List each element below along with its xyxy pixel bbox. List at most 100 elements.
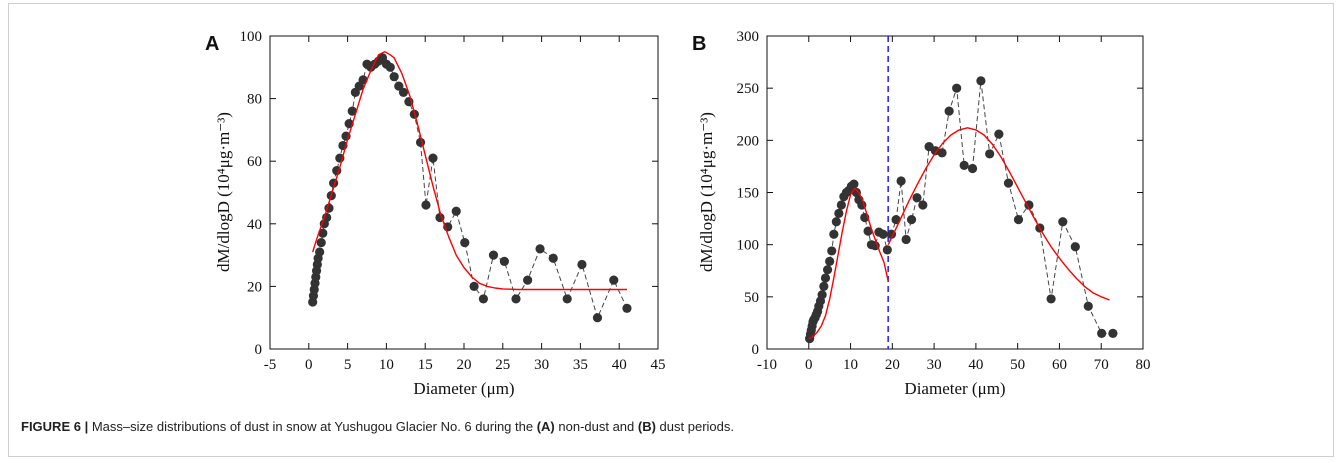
panel-b-x-tick-label: 10	[843, 357, 858, 373]
panel-a-y-tick-label: 20	[247, 279, 262, 295]
panel-b-x-tick-label: -10	[757, 357, 777, 373]
panel-b-data-point	[985, 149, 995, 159]
panel-a-x-tick-label: -5	[264, 357, 277, 373]
figure-caption: FIGURE 6 | Mass–size distributions of du…	[21, 419, 734, 434]
panel-b-data-point	[827, 246, 837, 256]
panel-a-series	[308, 51, 632, 323]
panel-a-y-tick-label: 0	[255, 342, 263, 358]
panel-b-x-tick-label: 50	[1010, 357, 1025, 373]
panel-a-data-point	[315, 247, 325, 257]
panel-a-data-point	[499, 256, 509, 266]
caption-label: FIGURE 6 |	[21, 419, 89, 434]
panel-a-data-point	[535, 244, 545, 254]
panel-a-data-point	[394, 81, 404, 91]
panel-b-data-point	[1070, 242, 1080, 252]
panel-b-observed-line	[809, 80, 1113, 339]
panel-b-x-tick-label: 60	[1052, 357, 1067, 373]
panel-b-y-axis: 0 50 100 150 200 250 300	[737, 29, 1143, 358]
panel-a-y-tick-label: 80	[247, 92, 262, 108]
panel-a-x-tick-label: 0	[305, 357, 313, 373]
panel-b-data-point	[822, 265, 833, 275]
panel-b-data-point	[896, 176, 906, 186]
panel-a-x-tick-label: 30	[534, 357, 549, 373]
panel-a-data-point	[523, 275, 533, 285]
panel-b: B -10 0 10 20 30 40 50 60 70 80 05010015020025030…	[692, 29, 1151, 398]
panel-a-data-point	[622, 303, 632, 313]
panel-b-data-point	[849, 179, 859, 189]
panel-a-data-point	[316, 237, 326, 248]
panel-b-y-tick-label: 200	[737, 133, 760, 149]
panel-b-data-point	[994, 129, 1004, 139]
panel-b-y-label: dM/dlogD (10⁴μg·m⁻³)	[697, 112, 716, 272]
panel-a-data-point	[609, 275, 619, 285]
panel-a-y-label: dM/dlogD (10⁴μg·m⁻³)	[214, 112, 233, 272]
panel-b-data-point	[836, 200, 846, 210]
panel-b-fit-curve	[887, 127, 1110, 301]
panel-b-data-point	[820, 273, 831, 283]
panel-b-data-point	[829, 229, 839, 239]
panel-b-y-tick-label: 250	[737, 81, 760, 97]
panel-a-data-point	[562, 294, 572, 304]
caption-text-1: Mass–size distributions of dust in snow …	[88, 419, 537, 434]
panel-a-observed-line	[312, 57, 628, 320]
panel-b-data-point	[1058, 217, 1068, 227]
panel-b-x-label: Diameter (μm)	[904, 379, 1005, 398]
panel-b-x-axis: -10 0 10 20 30 40 50 60 70 80	[757, 36, 1151, 373]
panel-b-data-point	[967, 163, 978, 174]
panel-a-x-tick-label: 20	[457, 357, 472, 373]
caption-a-label: (A)	[536, 419, 555, 434]
panel-a-x-tick-label: 10	[379, 357, 394, 373]
panel-b-data-point	[1083, 301, 1093, 311]
panel-a-data-point	[592, 313, 603, 323]
panel-b-data-point	[1046, 294, 1056, 304]
panel-a-data-point	[318, 228, 328, 238]
panel-b-data-point	[912, 193, 922, 203]
panel-b-label: B	[692, 33, 706, 55]
panel-a-data-point	[577, 259, 587, 270]
panel-b-x-tick-label: 30	[927, 357, 942, 373]
panel-a-data-point	[488, 250, 499, 260]
panel-a-data-point	[428, 153, 438, 163]
panel-b-data-point	[906, 215, 917, 225]
panel-a-data-point	[421, 200, 431, 210]
panel-b-fit-curve	[808, 187, 889, 340]
panel-b-data-point	[1097, 328, 1107, 338]
panel-b-data-point	[918, 200, 928, 210]
panel-b-data-point	[959, 160, 969, 170]
panel-a-x-tick-label: 35	[573, 357, 588, 373]
caption-text-3: dust periods.	[655, 419, 734, 434]
panel-a-data-point	[548, 253, 558, 263]
panel-b-data-point	[1108, 328, 1118, 338]
panel-b-x-tick-label: 80	[1136, 357, 1151, 373]
panel-b-y-tick-label: 150	[737, 186, 760, 202]
panel-b-x-tick-label: 70	[1094, 357, 1109, 373]
panel-a-y-tick-label: 60	[247, 154, 262, 170]
panel-a-data-point	[389, 72, 399, 82]
panel-a-data-point	[415, 137, 426, 148]
panel-b-series	[805, 36, 1118, 349]
panel-b-data-point	[817, 290, 827, 300]
panel-b-y-tick-label: 100	[737, 238, 760, 254]
panel-a-y-tick-label: 100	[240, 29, 263, 45]
panel-b-x-tick-label: 0	[805, 357, 813, 373]
panel-b-data-point	[976, 76, 986, 86]
panel-a-x-tick-label: 25	[495, 357, 510, 373]
panel-a-x-axis: -5 0 5 10 15 20 25 30 35 40 45	[264, 36, 666, 373]
panel-b-data-point	[825, 256, 835, 266]
panel-b-data-point	[831, 217, 841, 227]
panel-b-data-point	[819, 281, 829, 291]
panel-b-data-point	[1003, 178, 1014, 188]
panel-b-y-tick-label: 0	[752, 342, 760, 358]
panel-b-data-point	[944, 106, 954, 116]
panel-a-y-tick-label: 40	[247, 217, 262, 233]
panel-b-data-point	[1013, 215, 1024, 225]
panel-a-data-point	[460, 237, 470, 248]
panel-a-x-tick-label: 45	[651, 357, 666, 373]
panel-b-data-point	[901, 234, 911, 245]
panel-a-x-tick-label: 15	[418, 357, 433, 373]
panel-b-data-point	[882, 245, 892, 255]
panel-b-y-tick-label: 50	[744, 290, 759, 306]
panel-b-x-tick-label: 40	[968, 357, 983, 373]
